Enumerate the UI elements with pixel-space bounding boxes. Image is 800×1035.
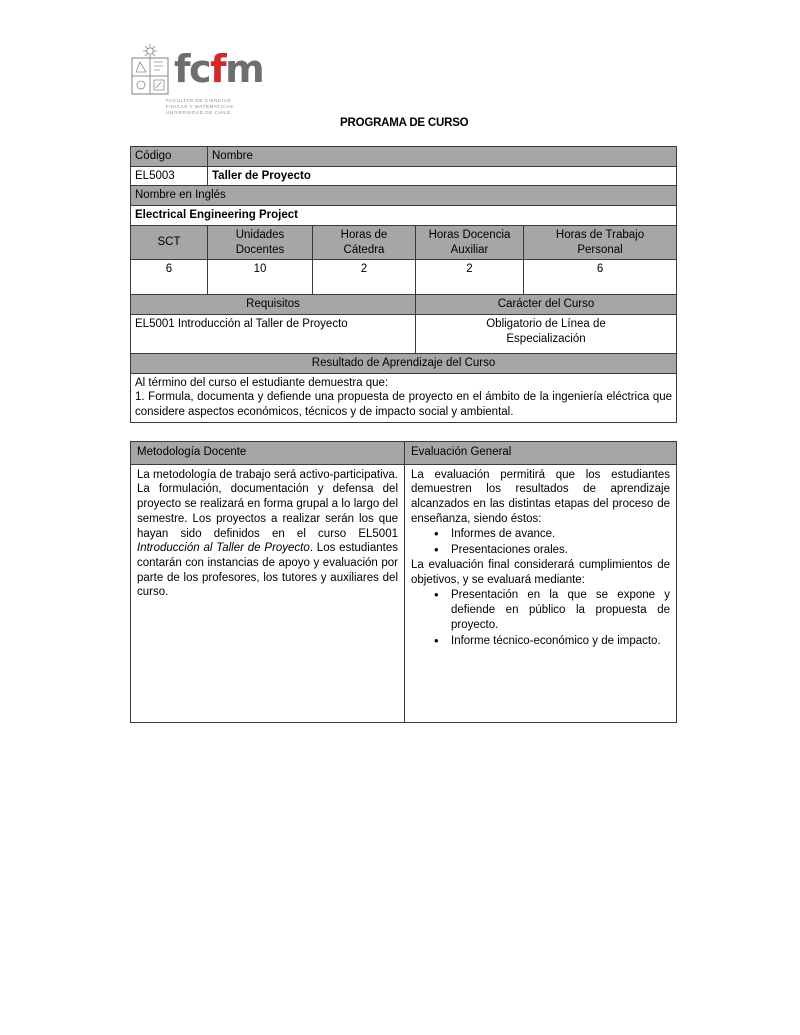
table-row-resultado-header: Resultado de Aprendizaje del Curso [129, 353, 678, 374]
metric-header-unidades-docentes: Unidades Docentes [207, 224, 313, 261]
metric-header-horas-catedra-line1: Horas de [340, 228, 388, 241]
metric-value-sct: 6 [130, 259, 208, 296]
nombre-label: Nombre [206, 146, 678, 167]
fcfm-subtitle-line-1: FACULTAD DE CIENCIAS [166, 98, 231, 103]
table-row-method-body: La metodología de trabajo será activo-pa… [130, 463, 677, 723]
metric-header-unidades-docentes-line1: Unidades [235, 228, 285, 241]
table-row-nombre-ingles-header: Nombre en Inglés [129, 185, 678, 207]
nombre-ingles-value: Electrical Engineering Project [129, 205, 678, 226]
course-info-table: Código Nombre EL5003 Taller de Proyecto … [129, 146, 678, 423]
metric-header-horas-trabajo-personal-line2: Personal [577, 243, 623, 256]
requisitos-value: EL5001 Introducción al Taller de Proyect… [130, 314, 416, 355]
evaluacion-bullet-list-1: Informes de avance. Presentaciones orale… [411, 526, 670, 559]
table-row-resultado-value: Al término del curso el estudiante demue… [129, 372, 678, 423]
nombre-value: Taller de Proyecto [206, 165, 678, 187]
metric-header-horas-docencia-auxiliar: Horas Docencia Auxiliar [415, 224, 524, 261]
table-row-codigo-value: EL5003 Taller de Proyecto [130, 165, 678, 187]
metric-header-sct-line1: SCT [157, 236, 181, 249]
metric-header-horas-catedra-line2: Cátedra [343, 243, 385, 256]
metodologia-text-part-b: . Los estudiantes contarán con instancia… [137, 542, 398, 599]
table-row-metrics-header: SCT Unidades Docentes Horas de Cátedra H… [130, 224, 678, 261]
metric-header-horas-trabajo-personal-line1: Horas de Trabajo [555, 228, 645, 241]
requisitos-label: Requisitos [130, 294, 416, 316]
metodologia-docente-label: Metodología Docente [130, 441, 405, 465]
methodology-evaluation-table: Metodología Docente Evaluación General L… [130, 441, 677, 723]
list-item: Presentaciones orales. [434, 542, 670, 559]
evaluacion-paragraph-1: La evaluación permitirá que los estudian… [411, 468, 670, 525]
resultado-line-2: 1. Formula, documenta y defiende una pro… [135, 391, 673, 419]
metric-header-horas-docencia-auxiliar-line2: Auxiliar [450, 243, 489, 256]
resultado-aprendizaje-label: Resultado de Aprendizaje del Curso [129, 353, 678, 374]
metric-value-horas-docencia-auxiliar: 2 [415, 259, 524, 296]
metric-header-horas-catedra: Horas de Cátedra [312, 224, 416, 261]
fcfm-letter-f: f [174, 47, 191, 91]
list-item: Informes de avance. [434, 526, 670, 543]
fcfm-subtitle-line-3: UNIVERSIDAD DE CHILE [166, 110, 231, 115]
evaluacion-paragraph-2: La evaluación final considerará cumplimi… [411, 559, 670, 587]
metric-header-horas-trabajo-personal: Horas de Trabajo Personal [522, 224, 678, 261]
metric-header-sct: SCT [130, 224, 208, 261]
fcfm-subtitle-line-2: FISICAS Y MATEMATICAS [166, 104, 234, 109]
list-item: Informe técnico-económico y de impacto. [434, 633, 670, 650]
evaluacion-general-label: Evaluación General [404, 441, 677, 465]
metric-value-unidades-docentes: 10 [207, 259, 313, 296]
table-row-nombre-ingles-value: Electrical Engineering Project [129, 205, 678, 226]
university-of-chile-crest-icon [131, 44, 169, 95]
table-row-method-header: Metodología Docente Evaluación General [130, 441, 677, 465]
metodologia-text-course-title: Introducción al Taller de Proyecto [137, 542, 310, 555]
list-item: Presentación en la que se expone y defie… [434, 587, 670, 633]
evaluacion-general-content: La evaluación permitirá que los estudian… [404, 463, 677, 723]
caracter-curso-value: Obligatorio de Línea de Especialización [414, 314, 678, 355]
fcfm-letter-m: m [225, 47, 265, 91]
page-title: PROGRAMA DE CURSO [340, 117, 469, 129]
fcfm-subtitle: FACULTAD DE CIENCIAS FISICAS Y MATEMATIC… [166, 98, 233, 116]
table-row-codigo-header: Código Nombre [130, 146, 678, 167]
fcfm-wordmark: fcfm [174, 47, 265, 91]
metodologia-docente-text: La metodología de trabajo será activo-pa… [130, 463, 405, 723]
resultado-aprendizaje-value: Al término del curso el estudiante demue… [129, 372, 678, 423]
metodologia-text-part-a: La metodología de trabajo será activo-pa… [137, 468, 398, 540]
table-row-requisitos-value: EL5001 Introducción al Taller de Proyect… [130, 314, 678, 355]
metric-header-unidades-docentes-line2: Docentes [235, 243, 285, 256]
nombre-ingles-label: Nombre en Inglés [129, 185, 678, 207]
table-row-metrics-values: 6 10 2 2 6 [130, 259, 678, 296]
fcfm-letter-c: c [189, 47, 212, 91]
caracter-curso-value-line2: Especialización [506, 332, 586, 345]
evaluacion-bullet-list-2: Presentación en la que se expone y defie… [411, 587, 670, 650]
metric-value-horas-trabajo-personal: 6 [522, 259, 678, 296]
fcfm-letter-f-red: f [210, 47, 227, 91]
resultado-line-1: Al término del curso el estudiante demue… [135, 376, 389, 389]
codigo-label: Código [130, 146, 208, 167]
metric-value-horas-catedra: 2 [312, 259, 416, 296]
table-row-requisitos-header: Requisitos Carácter del Curso [130, 294, 678, 316]
codigo-value: EL5003 [130, 165, 208, 187]
metric-header-horas-docencia-auxiliar-line1: Horas Docencia [428, 228, 511, 241]
fcfm-logo: fcfm FACULTAD DE CIENCIAS FISICAS Y MATE… [130, 44, 265, 116]
caracter-curso-value-line1: Obligatorio de Línea de [486, 318, 606, 331]
caracter-curso-label: Carácter del Curso [414, 294, 678, 316]
